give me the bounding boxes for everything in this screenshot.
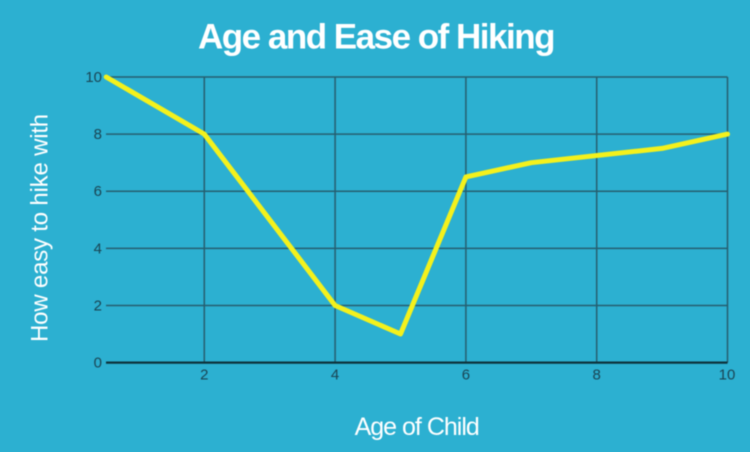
svg-text:8: 8 bbox=[94, 126, 102, 143]
svg-text:2: 2 bbox=[94, 298, 102, 315]
svg-text:Age and Ease of Hiking: Age and Ease of Hiking bbox=[198, 18, 554, 57]
svg-text:0: 0 bbox=[94, 355, 102, 372]
svg-text:4: 4 bbox=[94, 240, 102, 257]
svg-text:6: 6 bbox=[462, 367, 470, 384]
svg-text:10: 10 bbox=[85, 69, 102, 86]
svg-text:8: 8 bbox=[593, 367, 601, 384]
svg-text:4: 4 bbox=[331, 367, 339, 384]
svg-text:How easy to hike with: How easy to hike with bbox=[27, 114, 54, 342]
svg-text:2: 2 bbox=[200, 367, 208, 384]
svg-text:Age of Child: Age of Child bbox=[355, 413, 479, 441]
svg-text:10: 10 bbox=[719, 367, 736, 384]
svg-text:6: 6 bbox=[94, 183, 102, 200]
